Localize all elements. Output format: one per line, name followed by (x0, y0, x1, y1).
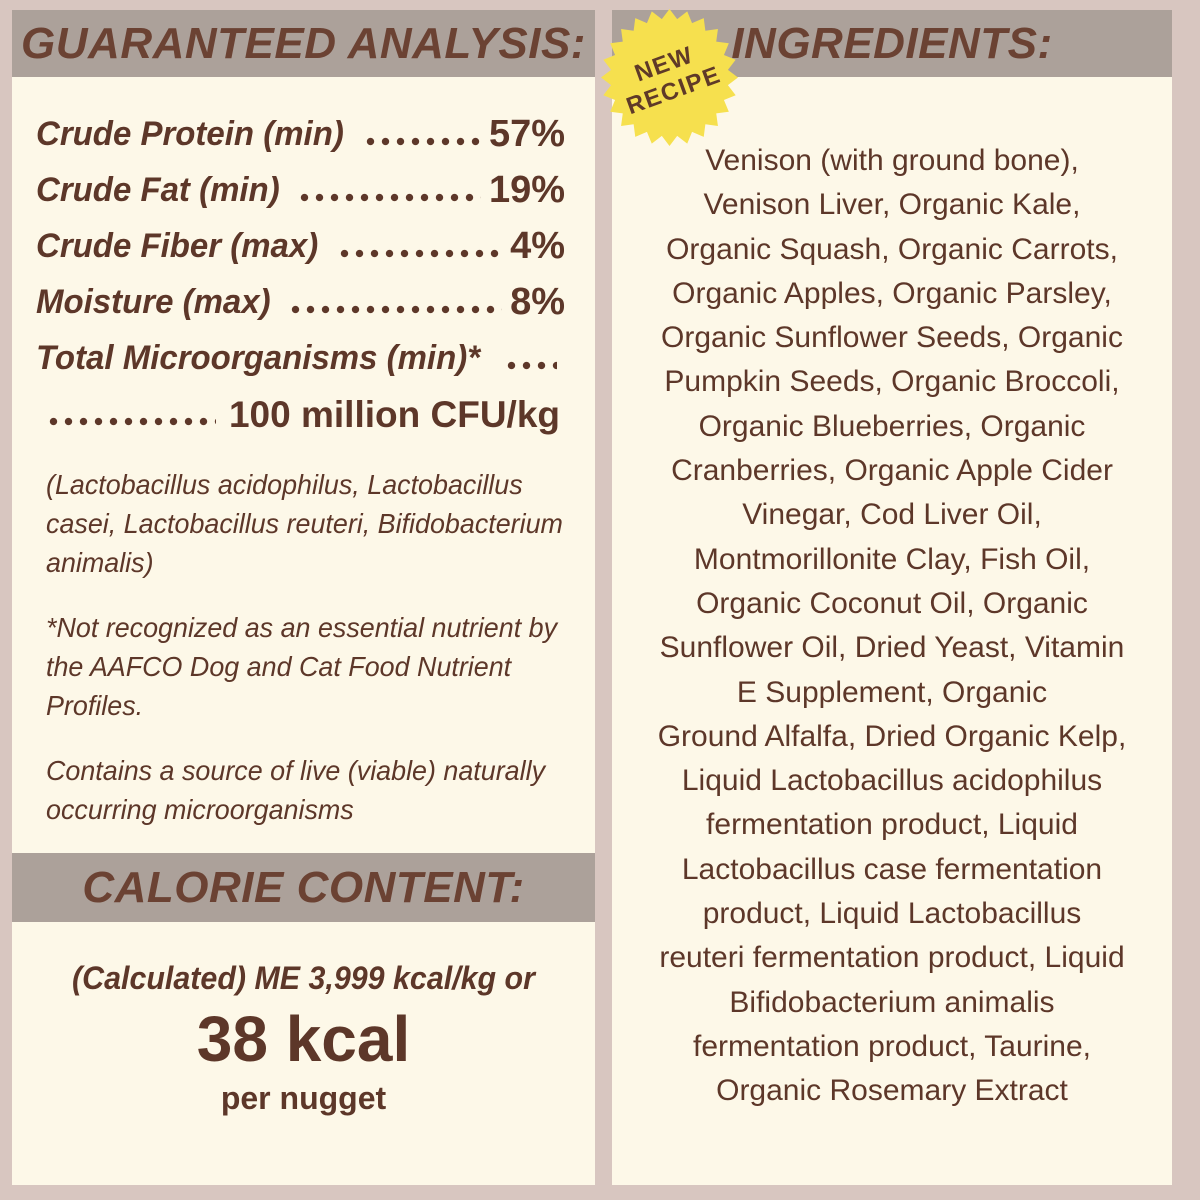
analysis-value: 57% (488, 113, 565, 155)
guaranteed-analysis-header: GUARANTEED ANALYSIS: (12, 10, 595, 77)
calorie-content-panel: (Calculated) ME 3,999 kcal/kg or 38 kcal… (12, 922, 595, 1185)
aafco-footnote: *Not recognized as an essential nutrient… (46, 612, 558, 721)
analysis-value: 4% (510, 225, 565, 267)
analysis-label: Total Microorganisms (min)* (36, 339, 481, 378)
microorganism-species-note: (Lactobacillus acidophilus, Lactobacillu… (46, 469, 563, 578)
ingredients-list: Venison (with ground bone), Venison Live… (657, 144, 1127, 1108)
leader-dots (297, 193, 481, 202)
live-microorganisms-note: Contains a source of live (viable) natur… (46, 755, 546, 825)
calculated-me-line: (Calculated) ME 3,999 kcal/kg or (72, 960, 535, 996)
analysis-row-crude-fiber: Crude Fiber (max) 4% (36, 215, 565, 271)
analysis-label: Crude Fat (min) (36, 171, 280, 210)
analysis-value: 19% (488, 169, 565, 211)
ingredients-title: INGREDIENTS: (731, 18, 1053, 68)
right-panel: INGREDIENTS: Venison (with ground bone),… (601, 9, 1172, 1185)
leader-dots (363, 137, 481, 146)
leader-dots (336, 249, 503, 258)
analysis-row-crude-protein: Crude Protein (min) 57% (36, 103, 565, 159)
analysis-row-microorganisms: Total Microorganisms (min)* (36, 327, 565, 383)
leader-dots (287, 305, 503, 314)
new-recipe-badge: NEW RECIPE (601, 9, 738, 146)
analysis-row-cfu-value: 100 million CFU/kg (36, 383, 565, 439)
kcal-value: 38 kcal (196, 1003, 411, 1075)
new-recipe-badge-label: NEW RECIPE (623, 40, 725, 120)
analysis-label: Crude Fiber (max) (36, 227, 319, 266)
leader-dots (46, 417, 216, 426)
analysis-label: Crude Protein (min) (36, 115, 344, 154)
cfu-value-wrap: 100 million CFU/kg (224, 396, 565, 433)
kcal-unit: per nugget (220, 1080, 387, 1116)
analysis-value: 8% (510, 281, 565, 323)
ingredients-panel: Venison (with ground bone), Venison Live… (612, 77, 1172, 1185)
guaranteed-analysis-title: GUARANTEED ANALYSIS: (21, 18, 586, 68)
analysis-label: Moisture (max) (36, 283, 271, 322)
leader-dots (503, 361, 557, 370)
left-panel: GUARANTEED ANALYSIS: Crude Protein (min)… (12, 10, 595, 1185)
calorie-content-header: CALORIE CONTENT: (12, 853, 595, 922)
calorie-content-title: CALORIE CONTENT: (82, 862, 525, 912)
cfu-value: 100 million CFU/kg (228, 394, 560, 435)
guaranteed-analysis-panel: Crude Protein (min) 57% Crude Fat (min) … (12, 77, 595, 853)
analysis-row-moisture: Moisture (max) 8% (36, 271, 565, 327)
analysis-row-crude-fat: Crude Fat (min) 19% (36, 159, 565, 215)
